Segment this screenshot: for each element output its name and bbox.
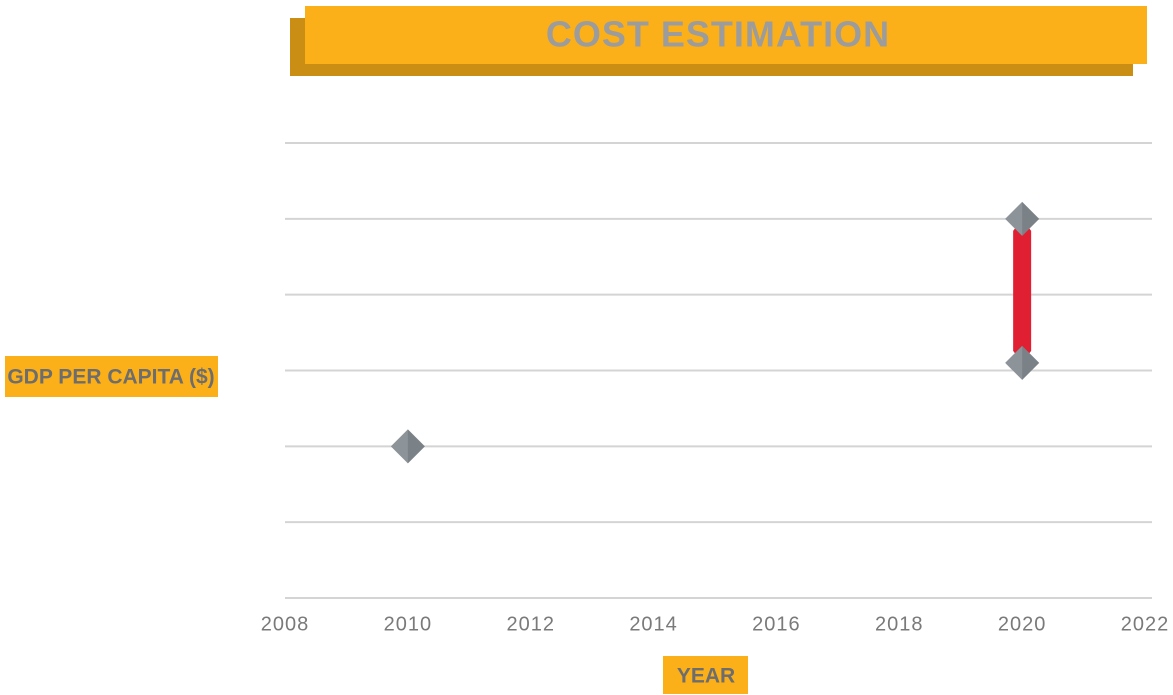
chart-title: COST ESTIMATION	[546, 14, 890, 55]
y-axis-label: GDP PER CAPITA ($)	[7, 366, 214, 389]
x-tick-label: 2016	[752, 613, 801, 635]
range-bar	[1013, 218, 1032, 363]
diamond-shade	[1022, 201, 1040, 236]
x-tick-label: 2008	[261, 613, 310, 635]
x-tick-label: 2020	[998, 613, 1047, 635]
x-label-box	[663, 656, 748, 694]
diamond-shade	[1022, 345, 1040, 380]
y-label-box	[5, 356, 218, 397]
x-tick-label: 2022	[1121, 613, 1170, 635]
x-tick-label: 2010	[384, 613, 433, 635]
diamond-shade	[407, 429, 425, 464]
x-tick-label: 2012	[506, 613, 555, 635]
x-axis-label: YEAR	[677, 665, 735, 688]
x-tick-label: 2018	[875, 613, 924, 635]
title-box	[305, 6, 1147, 64]
x-tick-label: 2014	[629, 613, 678, 635]
